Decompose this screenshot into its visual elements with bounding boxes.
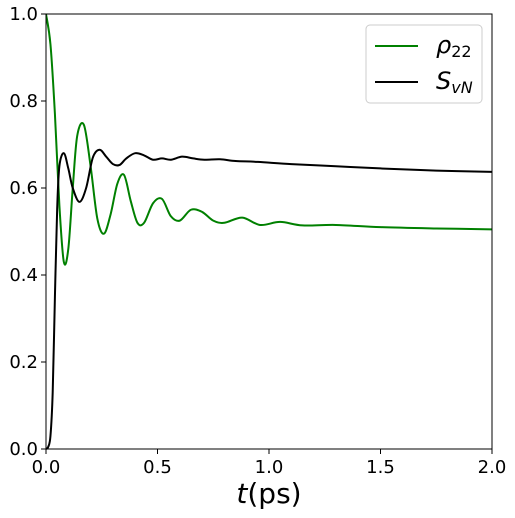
y-tick-label: 1.0 xyxy=(9,4,38,25)
x-tick-label: 0.5 xyxy=(143,457,172,478)
y-tick-label: 0.6 xyxy=(9,178,38,199)
legend-label-svn-main: S xyxy=(436,67,451,95)
x-axis-label-symbol: t xyxy=(236,477,248,510)
legend-label-rho22-main: ρ xyxy=(436,31,451,59)
legend-label-svn-sub: vN xyxy=(451,78,472,97)
y-tick-label: 0.2 xyxy=(9,352,38,373)
y-tick-label: 0.4 xyxy=(9,265,38,286)
x-tick-label: 0.0 xyxy=(32,457,61,478)
y-tick-label: 0.8 xyxy=(9,91,38,112)
legend-label-svn: SvN xyxy=(436,67,473,97)
legend-box xyxy=(365,24,483,104)
series-line-rho22 xyxy=(46,13,492,266)
x-axis-label-unit: (ps) xyxy=(247,477,301,510)
axis-ticks: 0.0 0.5 1.0 1.5 2.0 0.0 0.2 0.4 0.6 0.8 1.0 xyxy=(9,4,506,478)
x-axis-label: t(ps) xyxy=(236,477,301,510)
x-tick-label: 2.0 xyxy=(478,457,507,478)
series-line-svn xyxy=(46,148,492,450)
plot-area xyxy=(46,13,492,450)
x-tick-label: 1.0 xyxy=(255,457,284,478)
y-tick-label: 0.0 xyxy=(9,439,38,460)
x-tick-label: 1.5 xyxy=(366,457,395,478)
legend-label-rho22: ρ22 xyxy=(436,31,472,61)
legend: ρ22 SvN xyxy=(365,24,483,104)
legend-label-rho22-sub: 22 xyxy=(451,42,471,61)
plot-frame xyxy=(45,13,493,450)
